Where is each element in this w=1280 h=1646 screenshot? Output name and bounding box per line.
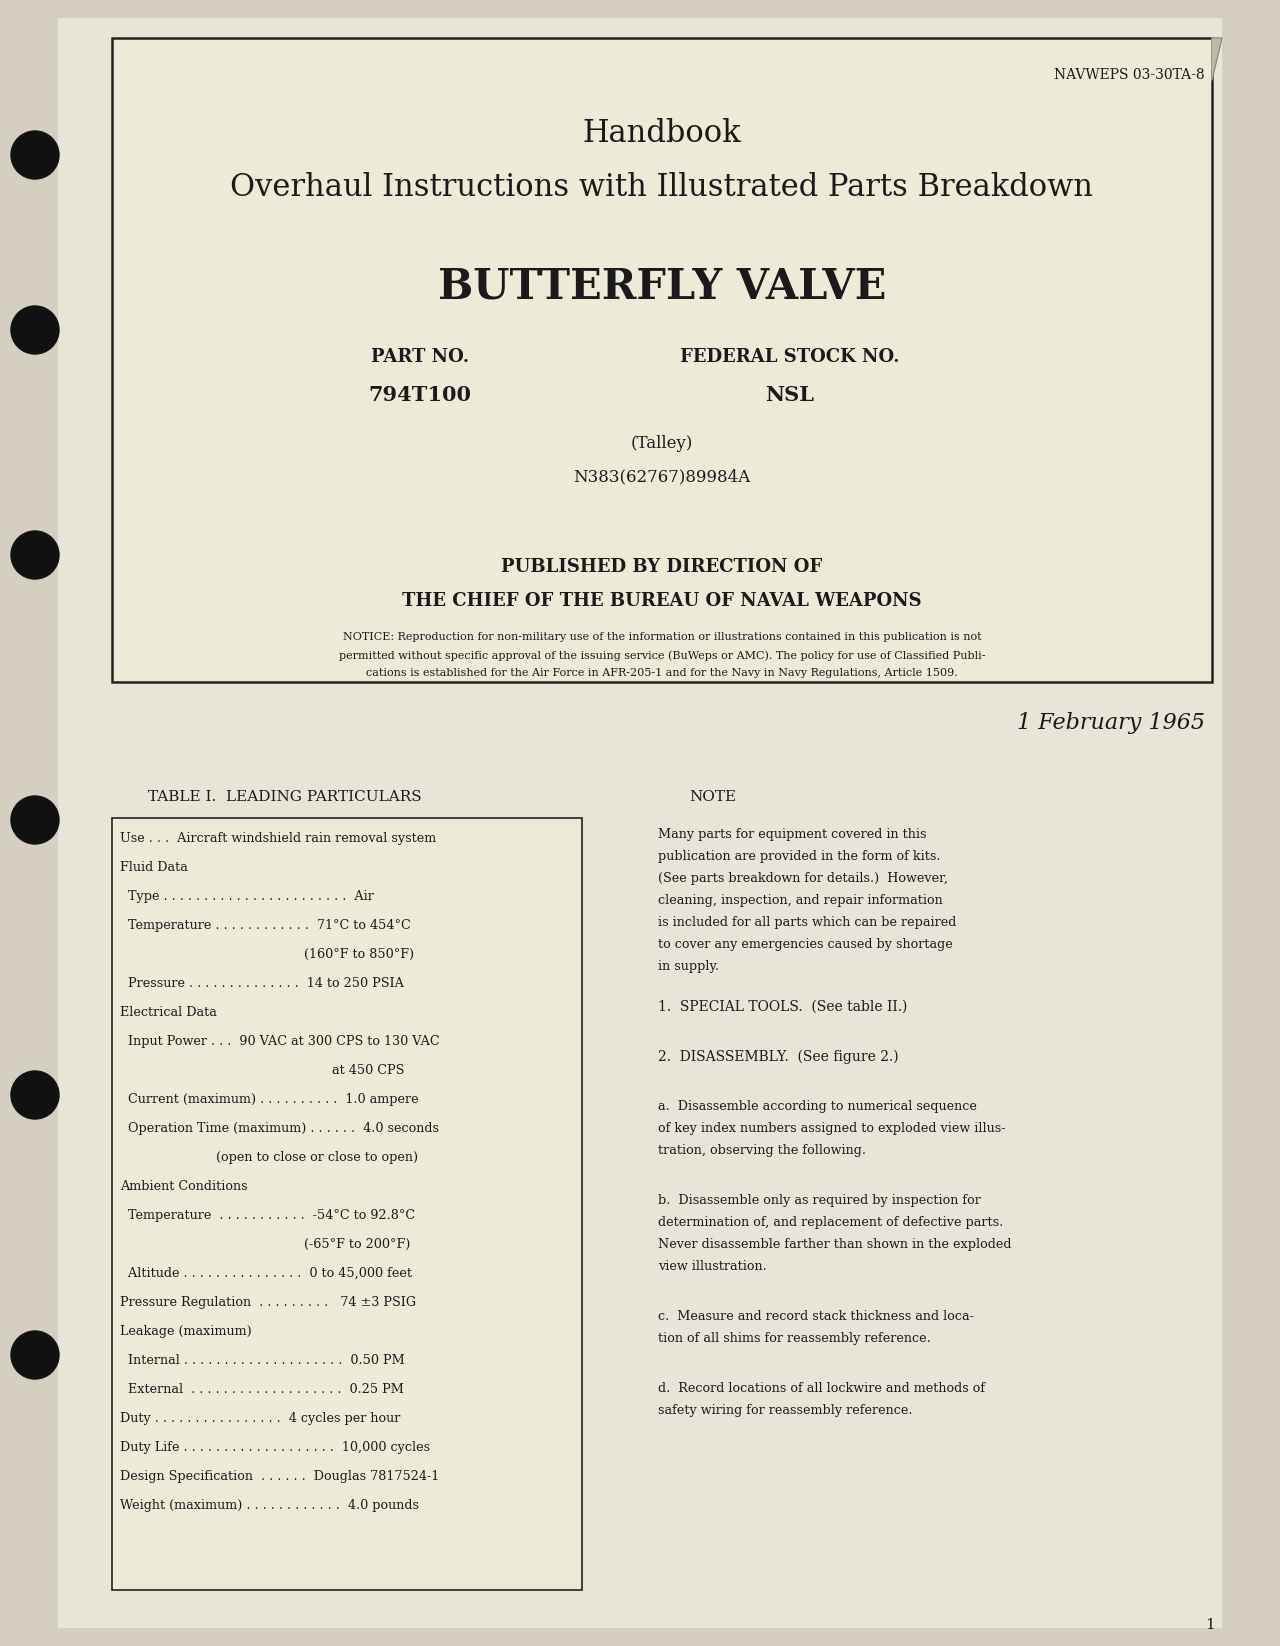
Text: cations is established for the Air Force in AFR-205-1 and for the Navy in Navy R: cations is established for the Air Force…: [366, 668, 957, 678]
Text: Altitude . . . . . . . . . . . . . . .  0 to 45,000 feet: Altitude . . . . . . . . . . . . . . . 0…: [120, 1267, 412, 1281]
Text: Never disassemble farther than shown in the exploded: Never disassemble farther than shown in …: [658, 1238, 1011, 1251]
Text: NAVWEPS 03-30TA-8: NAVWEPS 03-30TA-8: [1055, 67, 1204, 82]
Text: BUTTERFLY VALVE: BUTTERFLY VALVE: [438, 265, 886, 308]
Circle shape: [12, 1332, 59, 1379]
Text: Weight (maximum) . . . . . . . . . . . .  4.0 pounds: Weight (maximum) . . . . . . . . . . . .…: [120, 1500, 419, 1513]
Text: NSL: NSL: [765, 385, 814, 405]
Text: Internal . . . . . . . . . . . . . . . . . . . .  0.50 PM: Internal . . . . . . . . . . . . . . . .…: [120, 1355, 404, 1366]
Polygon shape: [1212, 38, 1222, 81]
Circle shape: [12, 1072, 59, 1119]
Text: at 450 CPS: at 450 CPS: [120, 1063, 404, 1076]
Text: 1: 1: [1206, 1618, 1215, 1631]
Text: Design Specification  . . . . . .  Douglas 7817524-1: Design Specification . . . . . . Douglas…: [120, 1470, 439, 1483]
Text: (160°F to 850°F): (160°F to 850°F): [120, 948, 415, 961]
Text: Current (maximum) . . . . . . . . . .  1.0 ampere: Current (maximum) . . . . . . . . . . 1.…: [120, 1093, 419, 1106]
Text: Temperature  . . . . . . . . . . .  -54°C to 92.8°C: Temperature . . . . . . . . . . . -54°C …: [120, 1210, 415, 1221]
Text: c.  Measure and record stack thickness and loca-: c. Measure and record stack thickness an…: [658, 1310, 974, 1323]
Text: 2.  DISASSEMBLY.  (See figure 2.): 2. DISASSEMBLY. (See figure 2.): [658, 1050, 899, 1065]
Text: Many parts for equipment covered in this: Many parts for equipment covered in this: [658, 828, 927, 841]
Text: PUBLISHED BY DIRECTION OF: PUBLISHED BY DIRECTION OF: [502, 558, 823, 576]
Text: tion of all shims for reassembly reference.: tion of all shims for reassembly referen…: [658, 1332, 931, 1345]
Text: 1 February 1965: 1 February 1965: [1018, 713, 1204, 734]
Text: Use . . .  Aircraft windshield rain removal system: Use . . . Aircraft windshield rain remov…: [120, 831, 436, 844]
Text: determination of, and replacement of defective parts.: determination of, and replacement of def…: [658, 1216, 1004, 1230]
Text: Temperature . . . . . . . . . . . .  71°C to 454°C: Temperature . . . . . . . . . . . . 71°C…: [120, 918, 411, 932]
FancyBboxPatch shape: [58, 18, 1222, 1628]
Text: Overhaul Instructions with Illustrated Parts Breakdown: Overhaul Instructions with Illustrated P…: [230, 171, 1093, 202]
Text: (See parts breakdown for details.)  However,: (See parts breakdown for details.) Howev…: [658, 872, 948, 886]
Text: Input Power . . .  90 VAC at 300 CPS to 130 VAC: Input Power . . . 90 VAC at 300 CPS to 1…: [120, 1035, 439, 1049]
Text: External  . . . . . . . . . . . . . . . . . . .  0.25 PM: External . . . . . . . . . . . . . . . .…: [120, 1383, 404, 1396]
Text: safety wiring for reassembly reference.: safety wiring for reassembly reference.: [658, 1404, 913, 1417]
Text: NOTICE: Reproduction for non-military use of the information or illustrations co: NOTICE: Reproduction for non-military us…: [343, 632, 982, 642]
FancyBboxPatch shape: [113, 818, 582, 1590]
Text: Duty . . . . . . . . . . . . . . . .  4 cycles per hour: Duty . . . . . . . . . . . . . . . . 4 c…: [120, 1412, 401, 1425]
Circle shape: [12, 797, 59, 844]
Text: N383(62767)89984A: N383(62767)89984A: [573, 467, 750, 486]
Text: (-65°F to 200°F): (-65°F to 200°F): [120, 1238, 411, 1251]
Text: publication are provided in the form of kits.: publication are provided in the form of …: [658, 849, 941, 863]
Text: d.  Record locations of all lockwire and methods of: d. Record locations of all lockwire and …: [658, 1383, 986, 1396]
Text: cleaning, inspection, and repair information: cleaning, inspection, and repair informa…: [658, 894, 943, 907]
Text: is included for all parts which can be repaired: is included for all parts which can be r…: [658, 917, 956, 928]
Text: in supply.: in supply.: [658, 960, 719, 973]
Text: Operation Time (maximum) . . . . . .  4.0 seconds: Operation Time (maximum) . . . . . . 4.0…: [120, 1123, 439, 1136]
Text: NOTE: NOTE: [690, 790, 736, 803]
Text: permitted without specific approval of the issuing service (BuWeps or AMC). The : permitted without specific approval of t…: [339, 650, 986, 660]
Text: Pressure Regulation  . . . . . . . . .   74 ±3 PSIG: Pressure Regulation . . . . . . . . . 74…: [120, 1295, 416, 1309]
Text: (open to close or close to open): (open to close or close to open): [120, 1151, 419, 1164]
Circle shape: [12, 532, 59, 579]
Text: tration, observing the following.: tration, observing the following.: [658, 1144, 867, 1157]
Text: 1.  SPECIAL TOOLS.  (See table II.): 1. SPECIAL TOOLS. (See table II.): [658, 1001, 908, 1014]
Text: Fluid Data: Fluid Data: [120, 861, 188, 874]
Text: of key index numbers assigned to exploded view illus-: of key index numbers assigned to explode…: [658, 1123, 1006, 1136]
Text: to cover any emergencies caused by shortage: to cover any emergencies caused by short…: [658, 938, 952, 951]
Text: Electrical Data: Electrical Data: [120, 1006, 216, 1019]
Text: b.  Disassemble only as required by inspection for: b. Disassemble only as required by inspe…: [658, 1193, 980, 1207]
Text: 794T100: 794T100: [369, 385, 471, 405]
Text: FEDERAL STOCK NO.: FEDERAL STOCK NO.: [680, 347, 900, 365]
Text: Pressure . . . . . . . . . . . . . .  14 to 250 PSIA: Pressure . . . . . . . . . . . . . . 14 …: [120, 978, 404, 989]
Text: TABLE I.  LEADING PARTICULARS: TABLE I. LEADING PARTICULARS: [148, 790, 422, 803]
Circle shape: [12, 306, 59, 354]
Text: a.  Disassemble according to numerical sequence: a. Disassemble according to numerical se…: [658, 1100, 977, 1113]
Text: Handbook: Handbook: [582, 119, 741, 150]
Text: view illustration.: view illustration.: [658, 1259, 767, 1272]
Text: THE CHIEF OF THE BUREAU OF NAVAL WEAPONS: THE CHIEF OF THE BUREAU OF NAVAL WEAPONS: [402, 593, 922, 611]
Text: (Talley): (Talley): [631, 435, 694, 453]
Text: Ambient Conditions: Ambient Conditions: [120, 1180, 247, 1193]
Text: PART NO.: PART NO.: [371, 347, 468, 365]
Text: Duty Life . . . . . . . . . . . . . . . . . . .  10,000 cycles: Duty Life . . . . . . . . . . . . . . . …: [120, 1440, 430, 1453]
Text: Type . . . . . . . . . . . . . . . . . . . . . . .  Air: Type . . . . . . . . . . . . . . . . . .…: [120, 890, 374, 904]
Text: Leakage (maximum): Leakage (maximum): [120, 1325, 252, 1338]
Circle shape: [12, 132, 59, 179]
FancyBboxPatch shape: [113, 38, 1212, 681]
